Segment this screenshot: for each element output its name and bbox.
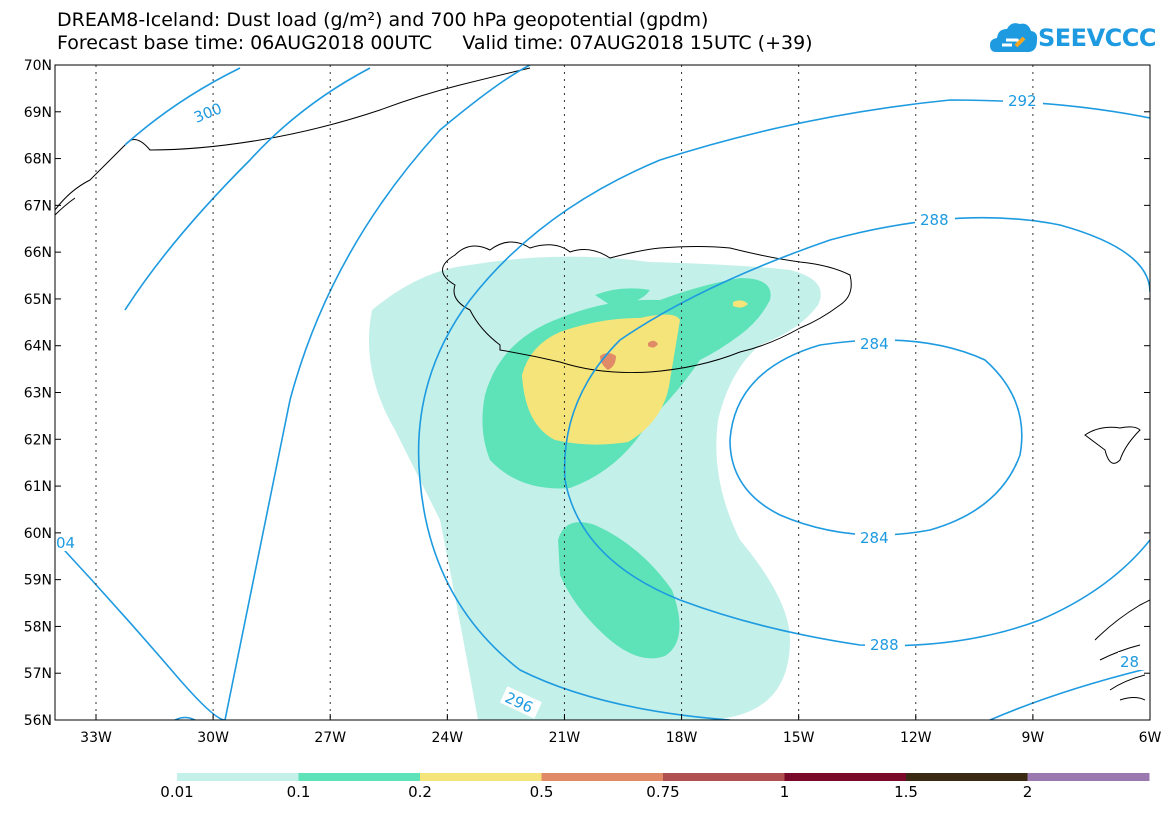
lon-label: 6W [1139, 730, 1162, 746]
axis-ticks [55, 64, 1151, 721]
lon-label: 18W [666, 730, 698, 746]
colorbar-label: 0.01 [160, 783, 194, 801]
lat-label: 67N [24, 198, 52, 214]
contour-label-292: 292 [1008, 92, 1037, 110]
lat-label: 57N [24, 666, 52, 682]
lat-label: 65N [24, 292, 52, 308]
colorbar-segment [420, 773, 542, 781]
colorbar-label: 0.75 [646, 783, 680, 801]
forecast-base-time: Forecast base time: 06AUG2018 00UTC [57, 32, 433, 54]
map-subtitle: Forecast base time: 06AUG2018 00UTC Vali… [57, 33, 813, 53]
contour-296 [417, 99, 1150, 720]
lon-label: 27W [314, 730, 346, 746]
colorbar [177, 773, 1150, 781]
contour-304 [55, 539, 226, 720]
valid-time: Valid time: 07AUG2018 15UTC (+39) [462, 32, 813, 54]
dust-0.01-region [368, 256, 821, 720]
colorbar-segment [784, 773, 907, 781]
colorbar-segment [298, 773, 421, 781]
colorbar-segment [663, 773, 785, 781]
contour-left-2 [124, 67, 371, 311]
lat-label: 64N [24, 339, 52, 355]
lon-label: 12W [900, 730, 932, 746]
colorbar-segment [1027, 773, 1150, 781]
cloud-icon [990, 23, 1038, 52]
coastline [55, 67, 1150, 701]
lon-label: 24W [431, 730, 463, 746]
latitude-labels: 70N 69N 68N 67N 66N 65N 64N 63N 62N 61N 60N 59N 58N 5… [24, 58, 52, 729]
lon-label: 9W [1022, 730, 1045, 746]
contour-label-304: 04 [56, 534, 75, 552]
colorbar-label: 0.5 [529, 783, 554, 801]
contour-label-288: 288 [920, 211, 949, 229]
colorbar-label: 1.5 [894, 783, 918, 801]
colorbar-label: 0.2 [408, 783, 432, 801]
longitude-labels: 33W 30W 27W 24W 21W 18W 15W 12W 9W 6W [80, 730, 1161, 746]
logo-text: SEEVCCC [1038, 24, 1157, 52]
lat-label: 59N [24, 573, 52, 589]
colorbar-segment [541, 773, 664, 781]
lat-label: 58N [24, 619, 52, 635]
contour-label-right: 28 [1120, 653, 1139, 671]
lat-label: 63N [24, 386, 52, 402]
lat-label: 61N [24, 479, 52, 495]
lat-label: 56N [24, 713, 52, 729]
lon-label: 15W [783, 730, 815, 746]
lat-label: 60N [24, 526, 52, 542]
colorbar-label: 2 [1022, 783, 1033, 801]
contour-left-bottom [174, 716, 196, 720]
dust-0.1-region-south [558, 522, 680, 659]
contour-right-lower [989, 667, 1150, 720]
lon-label: 33W [80, 730, 112, 746]
dust-0.2-patch-east [733, 300, 748, 308]
colorbar-segment [906, 773, 1028, 781]
lat-label: 69N [24, 105, 52, 121]
lat-label: 68N [24, 152, 52, 168]
contour-label-284: 284 [860, 335, 889, 353]
contour-300 [124, 67, 241, 146]
dust-0.2-region [522, 314, 680, 445]
contour-labels: 300 292 288 284 284 288 296 04 28 [55, 91, 1150, 719]
lat-label: 66N [24, 245, 52, 261]
colorbar-segment [177, 773, 299, 781]
geopotential-contours [55, 65, 1150, 720]
colorbar-label: 1 [779, 783, 790, 801]
contour-label-288-bottom: 288 [870, 636, 899, 654]
dust-0.5-patch-2 [648, 340, 658, 348]
lat-label: 70N [24, 58, 52, 74]
lat-label: 62N [24, 432, 52, 448]
colorbar-label: 0.1 [286, 783, 311, 801]
lon-label: 30W [197, 730, 229, 746]
contour-label-284-bottom: 284 [860, 529, 889, 547]
contour-284 [729, 339, 1023, 536]
dust-0.1-patch-north [595, 288, 650, 305]
contour-left-3 [224, 65, 531, 720]
lon-label: 21W [549, 730, 581, 746]
contour-288 [563, 216, 1150, 647]
map-title: DREAM8-Iceland: Dust load (g/m²) and 700… [57, 9, 709, 31]
